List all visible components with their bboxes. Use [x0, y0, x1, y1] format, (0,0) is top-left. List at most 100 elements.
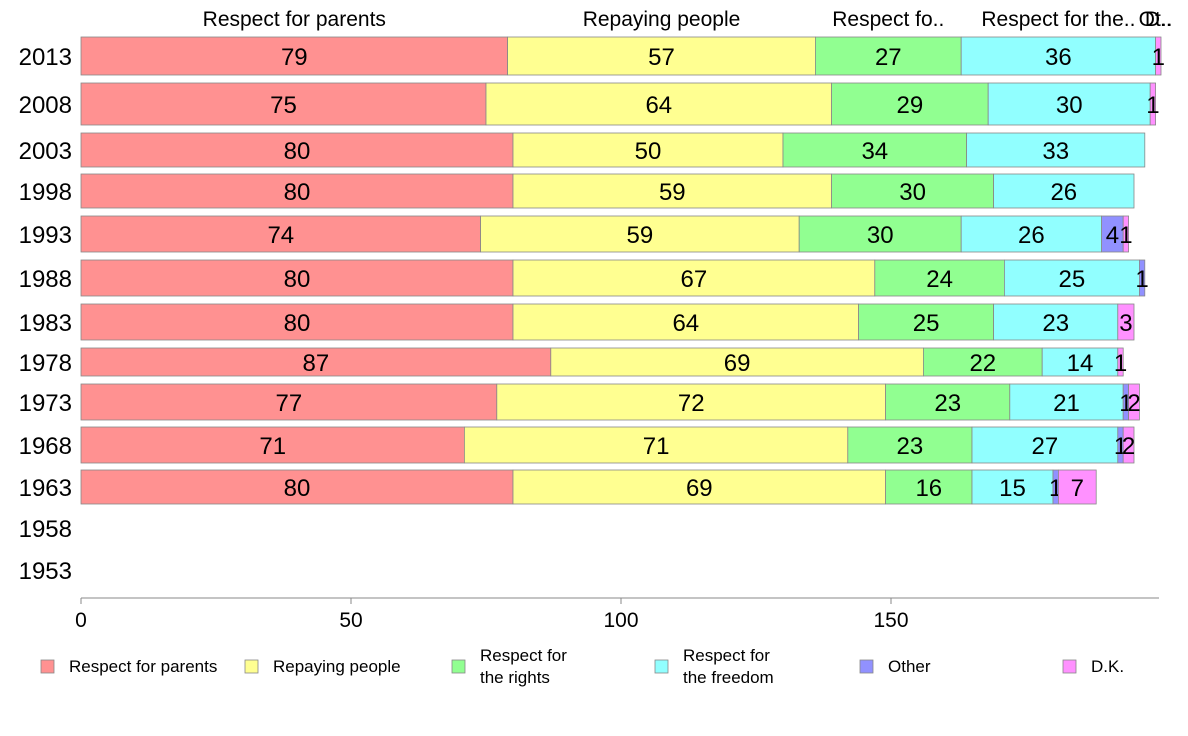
- bar-segment-1963-2: [885, 469, 973, 505]
- category-label-2013: 2013: [19, 44, 72, 71]
- data-label-1988-2: 24: [926, 266, 953, 293]
- data-label-1978-0: 87: [303, 350, 330, 377]
- data-label-1998-1: 59: [659, 179, 686, 206]
- series-header-4: Ot..: [1139, 8, 1173, 31]
- data-label-1968-3: 27: [1032, 433, 1059, 460]
- category-label-1973: 1973: [19, 390, 72, 417]
- legend-label-0: Respect for parents: [69, 657, 217, 676]
- data-label-1963-1: 69: [686, 475, 713, 502]
- bar-segment-2008-1: [485, 82, 833, 126]
- data-label-2003-3: 33: [1042, 138, 1069, 165]
- data-label-1973-5: 2: [1127, 390, 1140, 417]
- data-label-2003-0: 80: [284, 138, 311, 165]
- category-label-2003: 2003: [19, 138, 72, 165]
- data-label-1978-2: 22: [969, 350, 996, 377]
- category-label-1993: 1993: [19, 222, 72, 249]
- data-label-1968-2: 23: [897, 433, 924, 460]
- data-label-1988-3: 25: [1059, 266, 1086, 293]
- data-label-2008-5: 1: [1146, 92, 1159, 119]
- legend-label-3-line-1: the freedom: [683, 668, 774, 687]
- data-label-1983-0: 80: [284, 310, 311, 337]
- bar-segment-1968-3: [971, 426, 1119, 464]
- data-label-1968-5: 2: [1122, 433, 1135, 460]
- data-label-1973-0: 77: [276, 390, 303, 417]
- bar-segment-1998-0: [80, 173, 514, 209]
- bar-segment-2008-3: [987, 82, 1151, 126]
- category-label-1988: 1988: [19, 266, 72, 293]
- x-tick-label-150: 150: [873, 609, 908, 632]
- data-label-1978-5: 1: [1114, 350, 1127, 377]
- legend-swatch-1: [244, 659, 259, 674]
- bar-segment-1993-2: [798, 215, 962, 253]
- bar-segment-1968-0: [80, 426, 465, 464]
- bar-segment-1983-5: [1117, 303, 1135, 341]
- bar-segment-1988-0: [80, 259, 514, 297]
- data-label-1968-1: 71: [643, 433, 670, 460]
- category-label-1978: 1978: [19, 350, 72, 377]
- bar-segment-1973-3: [1009, 383, 1124, 421]
- data-label-1978-1: 69: [724, 350, 751, 377]
- data-label-1973-3: 21: [1053, 390, 1080, 417]
- data-label-1988-1: 67: [681, 266, 708, 293]
- bar-segment-1993-5: [1122, 215, 1129, 253]
- bar-segment-1978-0: [80, 347, 552, 377]
- data-label-1983-2: 25: [913, 310, 940, 337]
- legend-swatch-5: [1062, 659, 1077, 674]
- bar-segment-1983-3: [993, 303, 1119, 341]
- data-label-1988-4: 1: [1135, 266, 1148, 293]
- bar-segment-1963-0: [80, 469, 514, 505]
- bar-segment-1963-5: [1058, 469, 1097, 505]
- bar-segment-1988-3: [1004, 259, 1140, 297]
- bar-segment-2013-3: [960, 36, 1157, 76]
- data-label-2003-2: 34: [861, 138, 888, 165]
- data-label-1993-2: 30: [867, 222, 894, 249]
- data-label-2013-3: 36: [1045, 44, 1072, 71]
- bar-segment-1993-3: [960, 215, 1103, 253]
- bar-segment-1983-1: [512, 303, 860, 341]
- bar-segment-1993-0: [80, 215, 482, 253]
- data-label-1963-5: 7: [1071, 475, 1084, 502]
- data-label-1963-2: 16: [915, 475, 942, 502]
- data-label-1978-3: 14: [1067, 350, 1094, 377]
- data-label-1968-0: 71: [259, 433, 286, 460]
- data-label-1963-0: 80: [284, 475, 311, 502]
- data-label-2013-0: 79: [281, 44, 308, 71]
- bar-segment-1993-1: [480, 215, 800, 253]
- x-tick-label-50: 50: [339, 609, 362, 632]
- bar-segment-1983-2: [858, 303, 994, 341]
- data-label-1998-3: 26: [1050, 179, 1077, 206]
- bar-segment-1978-3: [1041, 347, 1119, 377]
- bar-segment-1963-1: [512, 469, 887, 505]
- data-label-1963-3: 15: [999, 475, 1026, 502]
- legend-swatch-2: [451, 659, 466, 674]
- bar-segment-1968-1: [463, 426, 849, 464]
- category-label-1968: 1968: [19, 433, 72, 460]
- bar-segment-1973-5: [1128, 383, 1140, 421]
- bar-segment-2013-2: [815, 36, 962, 76]
- data-label-2013-2: 27: [875, 44, 902, 71]
- legend-label-2-line-0: Respect for: [480, 646, 567, 665]
- data-label-1993-1: 59: [627, 222, 654, 249]
- series-header-3: Respect for the..: [981, 8, 1135, 31]
- legend-label-5: D.K.: [1091, 657, 1124, 676]
- series-header-5: D..: [1145, 8, 1172, 31]
- data-label-1988-0: 80: [284, 266, 311, 293]
- data-label-1983-1: 64: [672, 310, 699, 337]
- data-label-2008-3: 30: [1056, 92, 1083, 119]
- bar-segment-2008-5: [1149, 82, 1156, 126]
- data-label-1983-5: 3: [1119, 310, 1132, 337]
- data-label-2013-1: 57: [648, 44, 675, 71]
- data-label-1998-0: 80: [284, 179, 311, 206]
- x-tick-label-100: 100: [603, 609, 638, 632]
- data-label-1993-4: 4: [1106, 222, 1119, 249]
- bar-segment-1983-0: [80, 303, 514, 341]
- legend-label-2-line-1: the rights: [480, 668, 550, 687]
- bar-segment-1988-1: [512, 259, 876, 297]
- data-label-1993-0: 74: [267, 222, 294, 249]
- bar-segment-1988-2: [874, 259, 1005, 297]
- data-label-2008-0: 75: [270, 92, 297, 119]
- legend-swatch-4: [859, 659, 874, 674]
- bar-segment-1998-1: [512, 173, 833, 209]
- data-label-2008-2: 29: [897, 92, 924, 119]
